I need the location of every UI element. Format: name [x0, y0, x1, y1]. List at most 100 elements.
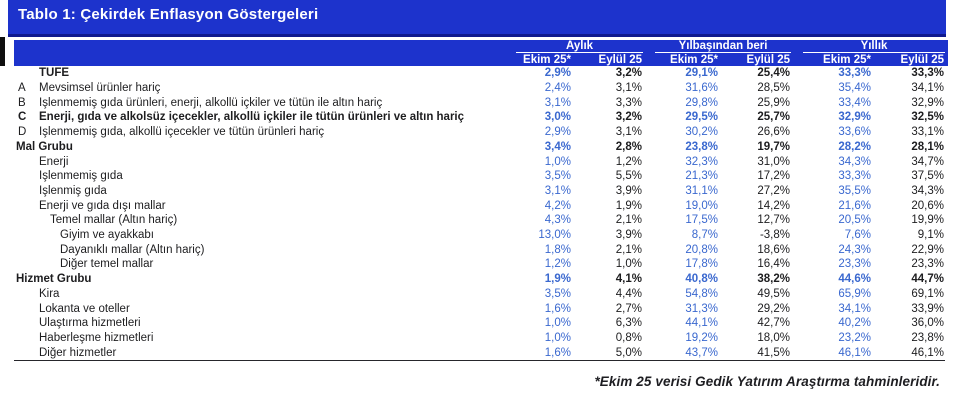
value-cell: 4,2% — [544, 199, 571, 212]
table-row: D İşlenmemiş gıda, alkollü içecekler ve … — [14, 125, 948, 140]
value-cell: 31,6% — [685, 82, 718, 94]
value-cell: 1,8% — [544, 243, 571, 256]
row-label-cell: Temel mallar (Altın hariç) — [14, 214, 507, 226]
subheader-ekim-aylik: Ekim 25* — [523, 53, 571, 66]
value-cell: 34,7% — [911, 155, 944, 168]
value-cell: -3,8% — [759, 229, 790, 242]
value-cell: 43,7% — [685, 346, 718, 359]
row-label-cell: İşlenmiş gıda — [14, 185, 507, 197]
value-cell: 33,3% — [911, 67, 944, 80]
table-title-bar: Tablo 1: Çekirdek Enflasyon Göstergeleri — [8, 0, 946, 37]
value-cell: 4,3% — [544, 214, 571, 227]
value-cell: 42,7% — [757, 317, 790, 330]
row-label-cell: Giyim ve ayakkabı — [14, 229, 507, 241]
value-cell: 2,4% — [544, 82, 571, 94]
value-cell: 34,3% — [911, 184, 944, 197]
value-cell: 29,8% — [685, 96, 718, 109]
table-row: B İşlenmemiş gıda ürünleri, enerji, alko… — [14, 95, 948, 110]
value-cell: 3,9% — [615, 184, 642, 197]
row-label-cell: Hizmet Grubu — [14, 273, 507, 285]
table-row: A Mevsimsel ürünler hariç 2,4% 3,1% 31,6% 2… — [14, 81, 948, 96]
value-cell: 44,1% — [685, 317, 718, 330]
row-label-cell: Diğer temel mallar — [14, 258, 507, 270]
row-label-cell: İşlenmemiş gıda — [14, 170, 507, 182]
value-cell: 31,3% — [685, 302, 718, 315]
table-row: Temel mallar (Altın hariç) 4,3% 2,1% 17,5%… — [14, 213, 948, 228]
value-cell: 17,5% — [685, 214, 718, 227]
value-cell: 40,8% — [685, 273, 718, 286]
row-label: TÜFE — [39, 67, 70, 80]
group-header-aylik: Aylık — [507, 40, 646, 53]
table-bottom-rule — [14, 360, 945, 361]
value-cell: 31,1% — [685, 184, 718, 197]
value-cell: 23,8% — [685, 140, 718, 153]
value-cell: 32,5% — [911, 111, 944, 124]
value-cell: 23,2% — [838, 331, 871, 344]
value-cell: 1,0% — [544, 155, 571, 168]
group-header-label: Yıllık — [803, 40, 945, 53]
row-label-cell: Enerji — [14, 156, 507, 168]
value-cell: 28,1% — [911, 140, 944, 153]
value-cell: 33,3% — [838, 170, 871, 183]
row-label-cell: D İşlenmemiş gıda, alkollü içecekler ve … — [14, 126, 507, 138]
table-row: Hizmet Grubu 1,9% 4,1% 40,8% 38,2% 44,6% 44,7… — [14, 272, 948, 287]
value-cell: 23,8% — [911, 331, 944, 344]
footnote: *Ekim 25 verisi Gedik Yatırım Araştırma … — [594, 374, 940, 389]
row-label-cell: Dayanıklı mallar (Altın hariç) — [14, 244, 507, 256]
row-label: Hizmet Grubu — [16, 273, 92, 286]
table-row: C Enerji, gıda ve alkolsüz içecekler, al… — [14, 110, 948, 125]
row-label-cell: B İşlenmemiş gıda ürünleri, enerji, alko… — [14, 97, 507, 109]
table-row: İşlenmiş gıda 3,1% 3,9% 31,1% 27,2% 35,5% 34,… — [14, 184, 948, 199]
table-row: Enerji 1,0% 1,2% 32,3% 31,0% 34,3% 34,7% — [14, 154, 948, 169]
group-header-yillik: Yıllık — [794, 40, 948, 53]
value-cell: 3,5% — [544, 287, 571, 300]
row-label: Diğer temel mallar — [60, 258, 154, 271]
value-cell: 44,6% — [838, 273, 871, 286]
value-cell: 40,2% — [838, 317, 871, 330]
value-cell: 33,9% — [911, 302, 944, 315]
row-label: Lokanta ve oteller — [39, 302, 130, 315]
row-label: İşlenmemiş gıda, alkollü içecekler ve tü… — [39, 126, 325, 139]
value-cell: 25,7% — [757, 111, 790, 124]
value-cell: 25,9% — [757, 96, 790, 109]
value-cell: 16,4% — [757, 258, 790, 271]
value-cell: 7,6% — [844, 229, 871, 242]
subheader-eylul-ytd: Eylül 25 — [746, 53, 790, 66]
value-cell: 23,3% — [911, 258, 944, 271]
value-cell: 19,7% — [757, 140, 790, 153]
table-row: Haberleşme hizmetleri 1,0% 0,8% 19,2% 18,0%… — [14, 331, 948, 346]
value-cell: 3,1% — [615, 126, 642, 139]
column-group-row: Aylık Yılbaşından beri Yıllık — [14, 40, 948, 53]
value-cell: 2,9% — [544, 67, 571, 80]
value-cell: 1,2% — [544, 258, 571, 271]
value-cell: 4,1% — [615, 273, 642, 286]
value-cell: 20,5% — [838, 214, 871, 227]
row-label: İşlenmemiş gıda — [39, 170, 123, 183]
row-letter: B — [18, 96, 26, 109]
subheader-eylul-yillik: Eylül 25 — [900, 53, 944, 66]
value-cell: 36,0% — [911, 317, 944, 330]
value-cell: 33,1% — [911, 126, 944, 139]
value-cell: 21,6% — [838, 199, 871, 212]
value-cell: 24,3% — [838, 243, 871, 256]
value-cell: 22,9% — [911, 243, 944, 256]
value-cell: 46,1% — [911, 346, 944, 359]
group-header-label: Yılbaşından beri — [655, 40, 791, 53]
group-header-label: Aylık — [516, 40, 643, 53]
row-label: İşlenmemiş gıda ürünleri, enerji, alkoll… — [39, 96, 383, 109]
value-cell: 34,3% — [838, 155, 871, 168]
value-cell: 1,6% — [544, 346, 571, 359]
table-title: Tablo 1: Çekirdek Enflasyon Göstergeleri — [18, 6, 319, 23]
row-label-cell: Lokanta ve oteller — [14, 303, 507, 315]
value-cell: 1,0% — [615, 258, 642, 271]
row-label-cell: A Mevsimsel ürünler hariç — [14, 82, 507, 94]
value-cell: 2,1% — [615, 214, 642, 227]
value-cell: 3,2% — [615, 111, 642, 124]
subheader-ekim-yillik: Ekim 25* — [823, 53, 871, 66]
row-letter: C — [18, 111, 27, 124]
row-label-cell: Ulaştırma hizmetleri — [14, 317, 507, 329]
value-cell: 26,6% — [757, 126, 790, 139]
row-label-cell: Haberleşme hizmetleri — [14, 332, 507, 344]
row-label: Kira — [39, 287, 60, 300]
